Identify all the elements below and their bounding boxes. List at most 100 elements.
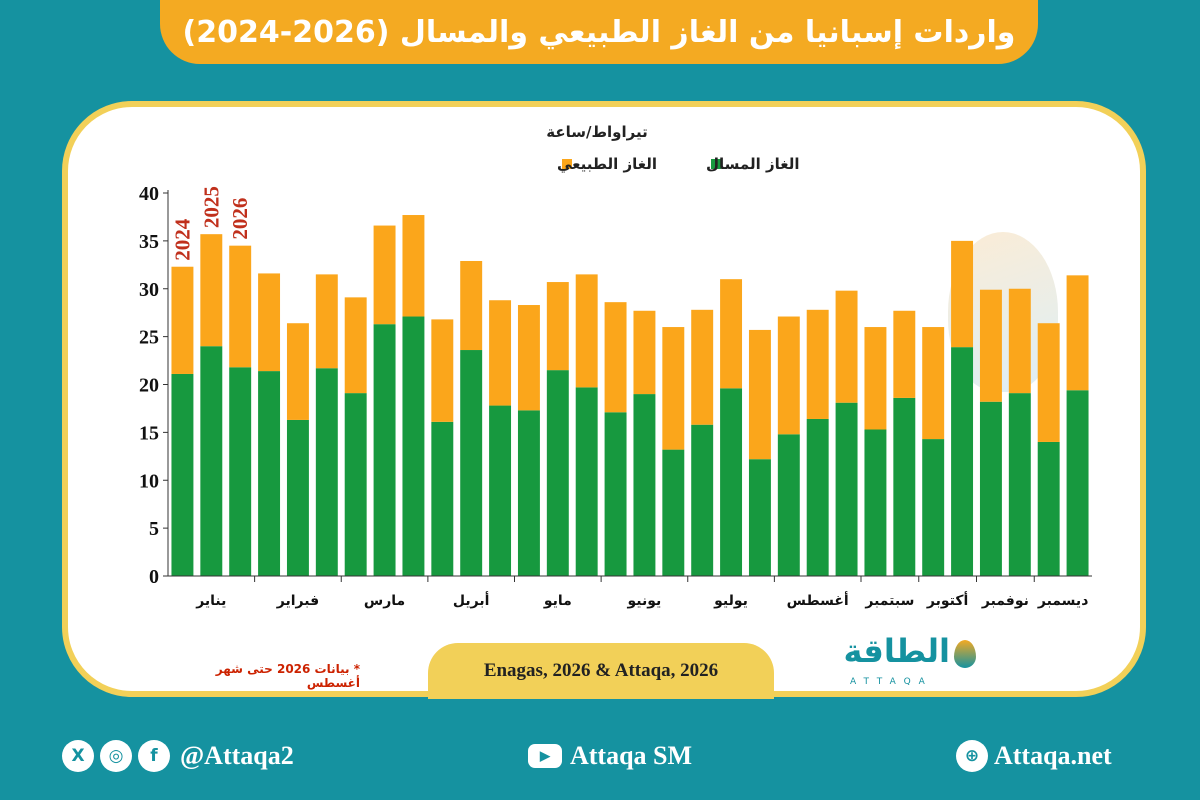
bar-gas [546, 282, 569, 371]
bar-gas [835, 290, 858, 403]
bar-lng [691, 424, 714, 576]
y-tick-label: 25 [139, 327, 159, 349]
chart-title: واردات إسبانيا من الغاز الطبيعي والمسال … [182, 14, 1016, 50]
legend-swatch-gas [562, 159, 572, 169]
bar-lng [979, 401, 1002, 576]
logo-text: الطاقة [843, 632, 950, 670]
bar-gas [200, 234, 223, 347]
bar-gas [171, 266, 194, 374]
y-tick-label: 0 [149, 566, 159, 588]
bar-lng [431, 421, 454, 576]
year-label: 2025 [199, 186, 223, 228]
bars-layer [171, 215, 1089, 576]
bar-lng [864, 429, 887, 576]
y-tick-label: 10 [139, 470, 159, 492]
bar-lng [402, 316, 425, 576]
instagram-icon[interactable]: ◎ [100, 740, 132, 772]
legend-swatch-lng [711, 159, 721, 169]
source-banner: Enagas, 2026 & Attaqa, 2026 [428, 643, 774, 699]
bar-gas [691, 309, 714, 425]
x-tick-label: نوفمبر [981, 593, 1029, 609]
bar-lng [517, 410, 540, 576]
bar-gas [286, 323, 309, 420]
x-tick-label: مارس [364, 593, 405, 609]
youtube-icon[interactable]: ▶ [528, 744, 562, 768]
bar-lng [662, 449, 685, 576]
bar-lng [1066, 390, 1089, 576]
bar-lng [286, 419, 309, 576]
legend-label-lng: الغاز المسال [706, 155, 799, 173]
footer-social: X ◎ f @Attaqa2 [62, 734, 294, 778]
bar-lng [171, 373, 194, 576]
bar-lng [373, 324, 396, 576]
x-tick-label: أغسطس [787, 591, 849, 609]
bar-lng [315, 368, 338, 576]
bar-gas [460, 260, 483, 351]
x-tick-label: أبريل [453, 591, 490, 609]
bar-lng [604, 412, 627, 576]
bar-gas [1066, 275, 1089, 391]
y-tick-label: 20 [139, 375, 159, 397]
globe-icon[interactable]: ⊕ [956, 740, 988, 772]
bar-gas [922, 327, 945, 440]
bar-lng [720, 388, 743, 576]
bar-lng [1008, 393, 1031, 576]
x-tick-label: أكتوبر [926, 591, 968, 609]
x-tick-label: يونيو [627, 593, 662, 609]
bar-gas [1037, 323, 1060, 442]
youtube-handle[interactable]: Attaqa SM [570, 741, 693, 770]
y-tick-label: 30 [139, 279, 159, 301]
year-label: 2026 [228, 198, 252, 240]
bar-gas [662, 327, 685, 450]
footer-website: ⊕ Attaqa.net [956, 734, 1112, 778]
x-tick-label: مايو [543, 593, 572, 609]
facebook-icon[interactable]: f [138, 740, 170, 772]
bar-lng [951, 347, 974, 576]
bar-gas [517, 305, 540, 411]
bar-gas [893, 310, 916, 398]
bar-lng [633, 394, 656, 576]
attaqa-logo: الطاقة ATTAQA [840, 632, 980, 692]
bar-lng [777, 434, 800, 576]
bar-gas [633, 310, 656, 395]
x-tick-label: فبراير [276, 593, 319, 609]
bar-lng [489, 405, 512, 576]
bar-gas [864, 327, 887, 430]
bar-lng [575, 387, 598, 576]
bar-gas [748, 329, 771, 460]
year-label: 2024 [170, 218, 194, 261]
bar-lng [748, 459, 771, 576]
bar-lng [835, 402, 858, 576]
y-tick-label: 35 [139, 231, 159, 253]
bar-lng [922, 439, 945, 576]
bar-gas [258, 273, 281, 372]
bar-gas [806, 309, 829, 419]
social-handle[interactable]: @Attaqa2 [180, 741, 294, 770]
bar-lng [546, 370, 569, 576]
x-tick-label: سبتمبر [864, 593, 914, 609]
bar-lng [460, 350, 483, 576]
bar-lng [344, 393, 367, 576]
bar-gas [1008, 288, 1031, 394]
footer-youtube: ▶ Attaqa SM [528, 734, 692, 778]
bar-gas [315, 274, 338, 369]
footnote: * بيانات 2026 حتى شهر أغسطس [215, 662, 360, 690]
title-banner: واردات إسبانيا من الغاز الطبيعي والمسال … [160, 0, 1038, 64]
bar-lng [1037, 441, 1060, 576]
bar-gas [431, 319, 454, 422]
website-link[interactable]: Attaqa.net [994, 741, 1112, 770]
y-axis: 0 5 10 15 20 25 30 35 40 [139, 183, 169, 588]
bar-gas [604, 302, 627, 413]
bar-gas [489, 300, 512, 406]
y-tick-label: 5 [149, 518, 159, 540]
x-tick-label: ديسمبر [1037, 593, 1089, 609]
bar-lng [200, 346, 223, 576]
y-tick-label: 40 [139, 183, 159, 205]
bar-gas [344, 297, 367, 394]
x-icon[interactable]: X [62, 740, 94, 772]
bar-gas [777, 316, 800, 435]
bar-gas [229, 245, 252, 368]
x-tick-label: يوليو [713, 593, 748, 609]
